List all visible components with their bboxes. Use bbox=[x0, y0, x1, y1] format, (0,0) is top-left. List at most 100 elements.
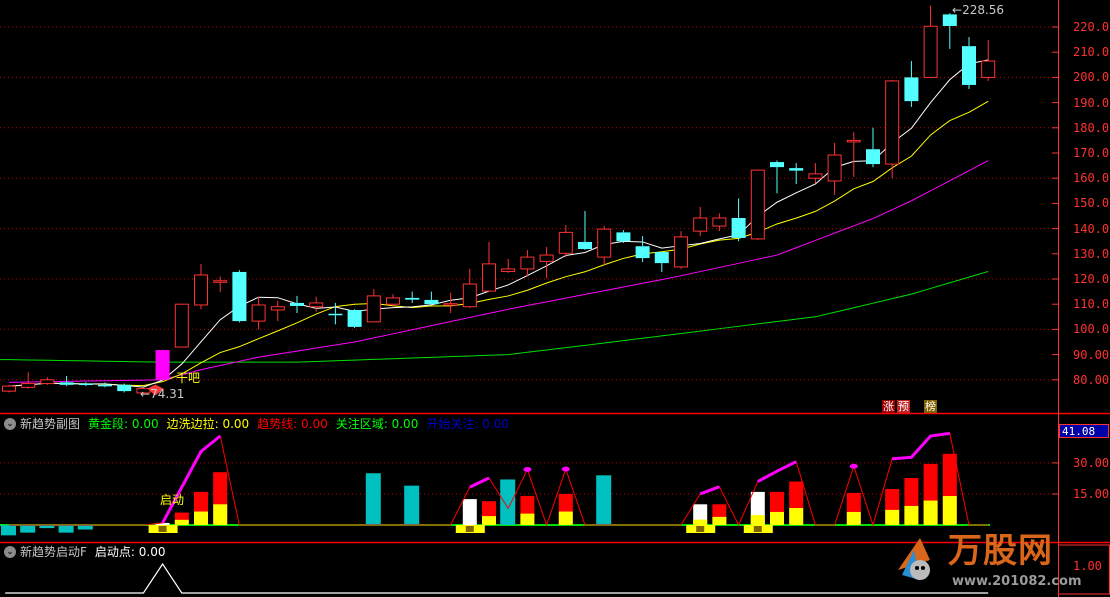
brand-logo: 万股网 www.201082.com bbox=[890, 528, 1082, 594]
candle-body bbox=[539, 254, 554, 262]
indicator2-title: 新趋势启动F bbox=[20, 545, 87, 559]
bar-yellow bbox=[194, 511, 208, 525]
start-label: 启动 bbox=[160, 493, 185, 507]
candle-body bbox=[597, 228, 612, 258]
legend-golden-segment: 黄金段: 0.00 bbox=[88, 417, 159, 431]
diamond-icon bbox=[147, 384, 164, 396]
candle bbox=[270, 300, 285, 322]
candle bbox=[40, 377, 55, 385]
candle bbox=[904, 61, 919, 107]
price-tick-label: 120.0 bbox=[1073, 272, 1110, 286]
bar-cyan bbox=[365, 473, 381, 525]
candle bbox=[251, 296, 266, 330]
arrow-left-icon: ← bbox=[140, 387, 151, 401]
ma-white-line bbox=[8, 59, 989, 388]
candle-body bbox=[59, 382, 74, 385]
candle-body bbox=[942, 14, 957, 26]
start-marker-icon bbox=[696, 526, 705, 532]
logo-mascot-icon bbox=[898, 538, 930, 580]
legend-start-focus: 开始关注: 0.00 bbox=[426, 417, 509, 431]
price-tick-label: 190.0 bbox=[1073, 95, 1110, 110]
candle bbox=[347, 309, 362, 329]
candle-body bbox=[251, 304, 266, 322]
candle bbox=[520, 250, 535, 277]
indicator2-tick-label: 1.00 bbox=[1073, 559, 1102, 573]
candle-body bbox=[98, 384, 112, 387]
logo-text: 万股网 bbox=[948, 531, 1053, 571]
chevron-down-icon[interactable]: ⌄ bbox=[4, 418, 16, 430]
bar-yellow bbox=[942, 496, 957, 525]
candle-body bbox=[155, 350, 170, 380]
chevron-down-icon[interactable]: ⌄ bbox=[4, 546, 16, 558]
legend-wash-pull: 边洗边拉: 0.00 bbox=[166, 417, 250, 431]
candle bbox=[117, 383, 132, 393]
candle-body bbox=[616, 232, 631, 242]
candle bbox=[654, 251, 669, 272]
price-tick-label: 110.0 bbox=[1073, 297, 1110, 312]
start-point-line bbox=[5, 562, 989, 594]
focus-dot bbox=[561, 466, 570, 472]
candle bbox=[309, 296, 324, 312]
bar-cyan bbox=[1, 525, 16, 536]
candle-body bbox=[405, 297, 420, 300]
bar-white bbox=[155, 522, 170, 525]
candle bbox=[424, 291, 439, 305]
candle-body bbox=[366, 295, 381, 323]
ma-yellow-line bbox=[8, 100, 989, 387]
bar-cyan bbox=[500, 479, 516, 525]
bar-yellow bbox=[923, 500, 938, 525]
candle-body bbox=[78, 383, 93, 386]
start-marker-icon bbox=[753, 526, 762, 532]
bar-white bbox=[462, 499, 477, 525]
candle-body bbox=[482, 263, 496, 292]
candle bbox=[731, 198, 746, 242]
candle-body bbox=[923, 25, 938, 78]
legend-focus-zone: 关注区域: 0.00 bbox=[335, 417, 419, 431]
candle-body bbox=[731, 218, 746, 238]
badge-yu[interactable]: 预 bbox=[897, 400, 910, 413]
price-tick-label: 200.0 bbox=[1073, 70, 1110, 85]
focus-segment bbox=[757, 460, 797, 483]
price-tick-label: 160.0 bbox=[1073, 171, 1110, 186]
bar-yellow bbox=[693, 519, 708, 525]
bar-yellow bbox=[770, 511, 784, 525]
candle bbox=[558, 225, 573, 258]
signal-label: 干吧 bbox=[176, 371, 201, 385]
candle bbox=[290, 295, 304, 314]
indicator1-tick-label: 30.00 bbox=[1073, 455, 1110, 470]
indicator1-current-value: 41.08 bbox=[1059, 424, 1109, 438]
bar-yellow bbox=[750, 515, 765, 525]
candle-body bbox=[693, 217, 708, 232]
candle-body bbox=[117, 384, 132, 392]
candle bbox=[885, 79, 900, 179]
focus-dot bbox=[523, 467, 532, 473]
candle-body bbox=[827, 154, 842, 182]
badge-bang[interactable]: 榜 bbox=[924, 400, 937, 413]
indicator1-header: ⌄ 新趋势副图 黄金段: 0.00 边洗边拉: 0.00 趋势线: 0.00 关… bbox=[4, 416, 517, 432]
price-tick-label: 80.00 bbox=[1073, 372, 1110, 387]
bar-yellow bbox=[846, 511, 861, 525]
candle-body bbox=[194, 274, 208, 306]
badge-zhang[interactable]: 涨 bbox=[882, 400, 895, 413]
candle-body bbox=[808, 173, 823, 179]
candle bbox=[443, 292, 458, 314]
candle-body bbox=[424, 299, 439, 305]
candle-body bbox=[40, 379, 55, 385]
high-price-label: ←228.56 bbox=[952, 3, 1004, 17]
bar-yellow bbox=[558, 511, 573, 525]
price-tick-label: 140.0 bbox=[1073, 221, 1110, 236]
bar-yellow bbox=[885, 509, 900, 525]
candle bbox=[981, 40, 996, 81]
bar-yellow bbox=[520, 513, 535, 525]
candle-body bbox=[213, 280, 228, 283]
candle-body bbox=[386, 297, 400, 305]
candle-body bbox=[674, 236, 688, 268]
ma-magenta-line bbox=[8, 160, 989, 383]
candle-body bbox=[904, 77, 919, 102]
candle-body bbox=[328, 313, 343, 316]
candle bbox=[962, 37, 976, 89]
candle-body bbox=[866, 149, 880, 165]
price-tick-label: 180.0 bbox=[1073, 120, 1110, 135]
bar-cyan bbox=[58, 525, 74, 533]
